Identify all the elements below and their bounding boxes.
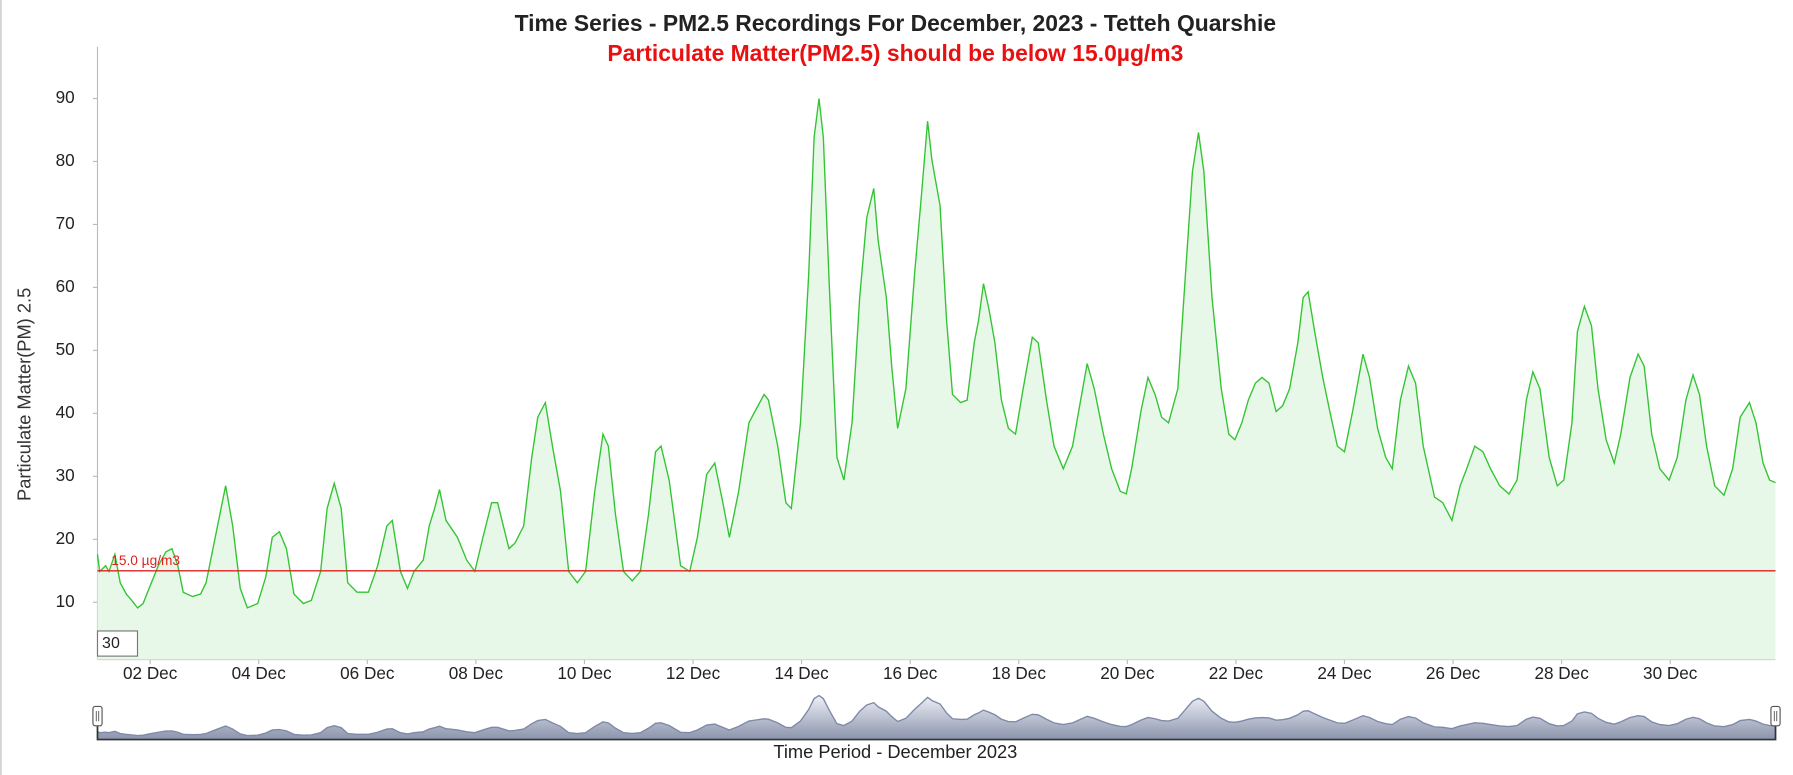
range-area (97, 695, 1776, 740)
x-tick-label: 22 Dec (1209, 663, 1264, 683)
range-frame (96, 716, 1777, 741)
x-tick-label: 08 Dec (449, 663, 504, 683)
y-tick-label: 80 (56, 150, 75, 170)
x-tick-label: 20 Dec (1100, 663, 1155, 683)
chart-title: Time Series - PM2.5 Recordings For Decem… (515, 10, 1276, 36)
y-tick-label: 70 (56, 213, 75, 233)
x-tick-label: 12 Dec (666, 663, 721, 683)
threshold-label: 15.0 µg/m3 (111, 553, 180, 568)
y-tick-label: 60 (56, 276, 75, 296)
range-handle[interactable] (92, 705, 103, 727)
area (97, 98, 1776, 660)
y-tick-label: 90 (56, 87, 75, 107)
x-tick-label: 06 Dec (340, 663, 395, 683)
x-tick-label: 28 Dec (1534, 663, 1589, 683)
x-tick-label: 02 Dec (123, 663, 178, 683)
y-axis-label: Particulate Matter(PM) 2.5 (13, 288, 34, 501)
x-tick-label: 16 Dec (883, 663, 938, 683)
y-tick-label: 10 (56, 591, 75, 611)
y-tick-label: 50 (56, 339, 75, 359)
x-tick-label: 26 Dec (1426, 663, 1481, 683)
range-handle[interactable] (1770, 705, 1781, 727)
x-tick-label: 24 Dec (1317, 663, 1372, 683)
x-axis-label: Time Period - December 2023 (773, 741, 1017, 762)
y-tick-label: 20 (56, 528, 75, 548)
line (96, 98, 1776, 609)
y-tick-label: 30 (56, 465, 75, 485)
x-tick-label: 14 Dec (774, 663, 829, 683)
chart-subtitle: Particulate Matter(PM2.5) should be belo… (607, 40, 1183, 66)
x-tick-label: 04 Dec (232, 663, 287, 683)
x-tick-label: 10 Dec (557, 663, 612, 683)
range-line (97, 694, 1776, 737)
roll-period-input (96, 630, 139, 657)
x-tick-label: 18 Dec (992, 663, 1047, 683)
y-tick-label: 40 (56, 402, 75, 422)
roll-period-value: 30 (102, 635, 120, 652)
x-tick-label: 30 Dec (1643, 663, 1698, 683)
